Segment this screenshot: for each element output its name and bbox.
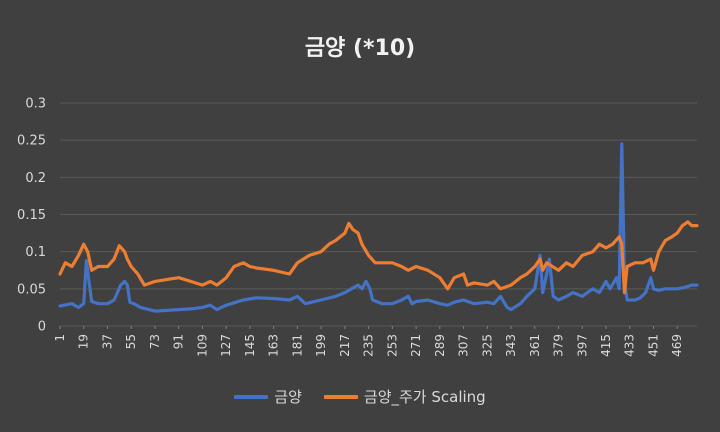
x-tick-label: 73: [148, 334, 162, 349]
legend-item-series-1: 금양: [234, 386, 302, 407]
x-tick-label: 433: [623, 334, 637, 357]
y-tick-label: 0.3: [25, 97, 46, 112]
x-tick-label: 253: [385, 334, 399, 357]
x-tick-label: 307: [457, 334, 471, 357]
x-tick-label: 451: [646, 334, 660, 357]
series-line-2: [58, 220, 699, 295]
x-tick-label: 37: [100, 334, 114, 349]
x-tick-label: 235: [362, 334, 376, 357]
x-tick-label: 1: [53, 334, 67, 342]
series-line-1: [58, 142, 699, 313]
x-tick-label: 19: [77, 334, 91, 349]
x-tick-label: 199: [314, 334, 328, 357]
x-tick-label: 469: [670, 334, 684, 357]
x-tick-label: 55: [124, 334, 138, 349]
x-tick-label: 181: [290, 334, 304, 357]
y-tick-label: 0: [38, 320, 46, 335]
legend-item-series-2: 금양_주가 Scaling: [323, 386, 486, 407]
legend-swatch-series-1: [234, 394, 269, 399]
x-tick-label: 397: [575, 334, 589, 357]
y-tick-label: 0.25: [17, 134, 46, 149]
chart-title: 금양 (*10): [304, 36, 416, 61]
x-tick-label: 361: [528, 334, 542, 357]
y-tick-label: 0.15: [17, 208, 46, 223]
x-tick-label: 415: [599, 334, 613, 357]
x-tick-label: 163: [267, 334, 281, 357]
x-tick-label: 91: [172, 334, 186, 349]
x-tick-label: 379: [552, 334, 566, 357]
x-tick-label: 127: [219, 334, 233, 357]
legend: 금양 금양_주가 Scaling: [0, 386, 720, 407]
legend-label-series-2: 금양_주가 Scaling: [363, 388, 486, 406]
x-tick-label: 325: [480, 334, 494, 357]
y-tick-label: 0.05: [17, 282, 46, 297]
x-tick-label: 271: [409, 334, 423, 357]
legend-swatch-series-2: [323, 394, 358, 399]
x-tick-label: 217: [338, 334, 352, 357]
x-tick-label: 289: [433, 334, 447, 357]
y-tick-label: 0.2: [25, 171, 46, 186]
x-tick-label: 343: [504, 334, 518, 357]
x-tick-label: 145: [243, 334, 257, 357]
y-tick-label: 0.1: [25, 245, 46, 260]
legend-label-series-1: 금양: [274, 388, 302, 406]
x-tick-label: 109: [195, 334, 209, 357]
